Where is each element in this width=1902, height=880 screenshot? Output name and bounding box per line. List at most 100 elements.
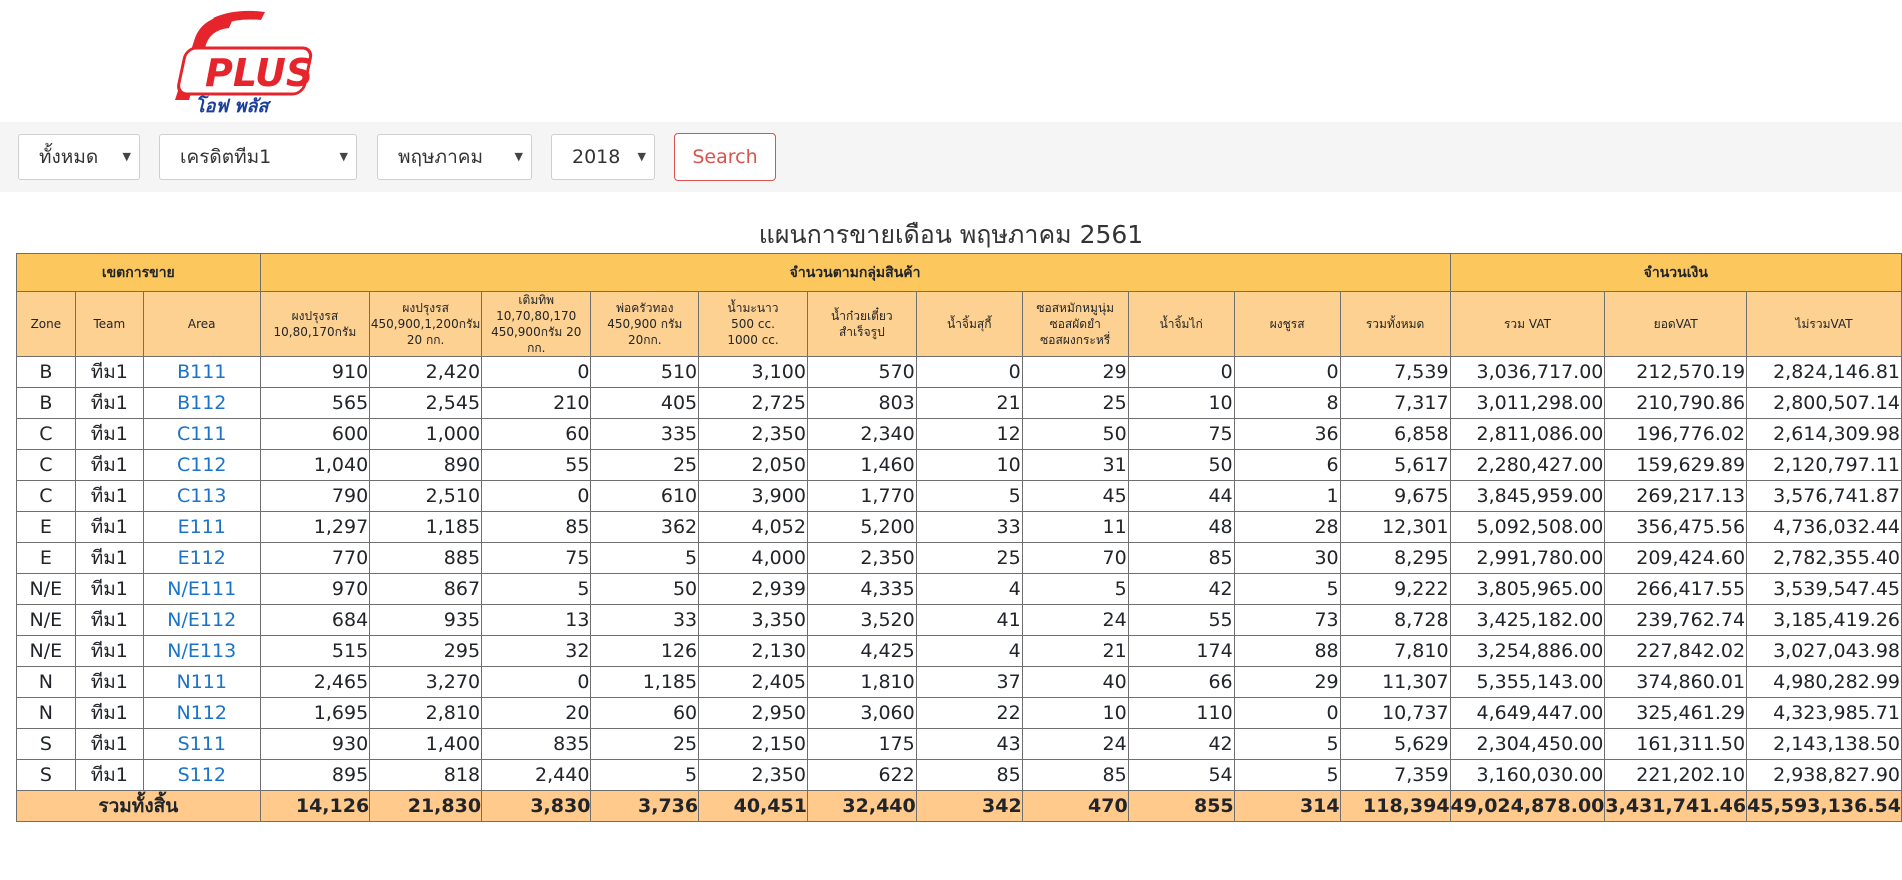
zone-cell: N bbox=[16, 666, 76, 698]
team-select[interactable]: เครดิตทีม1 ▼ bbox=[159, 134, 357, 180]
table-row: E ทีม1 E111 1,297 1,185 85 362 4,052 5,200 33 11 48… bbox=[16, 511, 1902, 543]
qty-cell: 0 bbox=[1127, 356, 1235, 388]
qty-cell: 29 bbox=[1233, 666, 1341, 698]
qty-cell: 4 bbox=[915, 573, 1023, 605]
qty-cell: 0 bbox=[1233, 697, 1341, 729]
qty-cell: 2,440 bbox=[481, 759, 592, 791]
qty-cell: 2,405 bbox=[698, 666, 808, 698]
header-line: เติมทิพ bbox=[518, 293, 555, 307]
amount-cell: 2,991,780.00 bbox=[1449, 542, 1606, 574]
qty-cell: 175 bbox=[806, 728, 917, 760]
zone-select[interactable]: ทั้งหมด ▼ bbox=[18, 134, 140, 180]
qty-cell: 50 bbox=[1127, 449, 1235, 481]
qty-cell: 1,185 bbox=[369, 511, 483, 543]
header-line: 10,70,80,170 bbox=[496, 309, 577, 323]
qty-cell: 3,350 bbox=[698, 604, 808, 636]
amount-cell: 2,120,797.11 bbox=[1746, 449, 1902, 481]
totals-label: รวมทั้งสิ้น bbox=[16, 790, 261, 822]
qty-cell: 5 bbox=[481, 573, 592, 605]
header-line: 20 กก. bbox=[406, 333, 445, 347]
team-cell: ทีม1 bbox=[74, 356, 144, 388]
area-link[interactable]: B112 bbox=[142, 387, 261, 419]
qty-cell: 2,725 bbox=[698, 387, 808, 419]
amount-cell: 196,776.02 bbox=[1604, 418, 1748, 450]
amount-cell: 2,824,146.81 bbox=[1746, 356, 1902, 388]
area-link[interactable]: N/E112 bbox=[142, 604, 261, 636]
area-link[interactable]: N/E113 bbox=[142, 635, 261, 667]
qty-cell: 3,060 bbox=[806, 697, 917, 729]
qty-cell: 2,810 bbox=[369, 697, 483, 729]
qty-cell: 803 bbox=[806, 387, 917, 419]
table-row: S ทีม1 S112 895 818 2,440 5 2,350 622 85 85 54 5 7,35… bbox=[16, 759, 1902, 791]
qty-cell: 362 bbox=[590, 511, 700, 543]
amount-cell: 4,980,282.99 bbox=[1746, 666, 1902, 698]
table-row: B ทีม1 B112 565 2,545 210 405 2,725 803 21 25 10 8 7,… bbox=[16, 387, 1902, 419]
sales-plan-table: เขตการขาย จำนวนตามกลุ่มสินค้า จำนวนเงิน … bbox=[16, 253, 1902, 822]
table-row: E ทีม1 E112 770 885 75 5 4,000 2,350 25 70 85 30 8,29… bbox=[16, 542, 1902, 574]
qty-cell: 405 bbox=[590, 387, 700, 419]
col-area: Area bbox=[142, 291, 261, 357]
area-link[interactable]: B111 bbox=[142, 356, 261, 388]
header-line: ซอสผัดยำ bbox=[1049, 317, 1101, 331]
amount-cell: 3,539,547.45 bbox=[1746, 573, 1902, 605]
amount-cell: 212,570.19 bbox=[1604, 356, 1748, 388]
table-row: S ทีม1 S111 930 1,400 835 25 2,150 175 43 24 42 5 5,6… bbox=[16, 728, 1902, 760]
group-header-row: เขตการขาย จำนวนตามกลุ่มสินค้า จำนวนเงิน bbox=[16, 253, 1902, 292]
qty-cell: 930 bbox=[259, 728, 371, 760]
search-button[interactable]: Search bbox=[674, 133, 776, 181]
col-product-2: ผงปรุงรส 450,900,1,200กรัม 20 กก. bbox=[369, 291, 483, 357]
area-link[interactable]: N/E111 bbox=[142, 573, 261, 605]
year-select[interactable]: 2018 ▼ bbox=[551, 134, 655, 180]
qty-cell: 41 bbox=[915, 604, 1023, 636]
month-select[interactable]: พฤษภาคม ▼ bbox=[377, 134, 532, 180]
qty-cell: 684 bbox=[259, 604, 371, 636]
amount-cell: 325,461.29 bbox=[1604, 697, 1748, 729]
amount-cell: 239,762.74 bbox=[1604, 604, 1748, 636]
amount-cell: 3,011,298.00 bbox=[1449, 387, 1606, 419]
qty-cell: 10,737 bbox=[1339, 697, 1451, 729]
qty-cell: 867 bbox=[369, 573, 483, 605]
team-select-value: เครดิตทีม1 bbox=[180, 146, 272, 168]
header-line: 1000 cc. bbox=[727, 333, 779, 347]
qty-cell: 7,810 bbox=[1339, 635, 1451, 667]
team-cell: ทีม1 bbox=[74, 387, 144, 419]
amount-cell: 3,027,043.98 bbox=[1746, 635, 1902, 667]
amount-cell: 3,254,886.00 bbox=[1449, 635, 1606, 667]
col-product-10: ผงชูรส bbox=[1233, 291, 1341, 357]
qty-cell: 11,307 bbox=[1339, 666, 1451, 698]
qty-cell: 110 bbox=[1127, 697, 1235, 729]
qty-cell: 25 bbox=[1021, 387, 1129, 419]
qty-cell: 2,130 bbox=[698, 635, 808, 667]
area-link[interactable]: S112 bbox=[142, 759, 261, 791]
chevron-down-icon: ▼ bbox=[637, 150, 646, 163]
team-cell: ทีม1 bbox=[74, 480, 144, 512]
header-line: 20กก. bbox=[627, 333, 662, 347]
qty-cell: 935 bbox=[369, 604, 483, 636]
area-link[interactable]: E111 bbox=[142, 511, 261, 543]
amount-cell: 4,649,447.00 bbox=[1449, 697, 1606, 729]
amount-cell: 374,860.01 bbox=[1604, 666, 1748, 698]
zone-cell: E bbox=[16, 511, 76, 543]
qty-cell: 25 bbox=[590, 449, 700, 481]
qty-cell: 21 bbox=[915, 387, 1023, 419]
qty-cell: 1,810 bbox=[806, 666, 917, 698]
qty-cell: 835 bbox=[481, 728, 592, 760]
qty-cell: 36 bbox=[1233, 418, 1341, 450]
area-link[interactable]: C111 bbox=[142, 418, 261, 450]
qty-cell: 42 bbox=[1127, 573, 1235, 605]
area-link[interactable]: N112 bbox=[142, 697, 261, 729]
area-link[interactable]: C112 bbox=[142, 449, 261, 481]
qty-cell: 5,617 bbox=[1339, 449, 1451, 481]
amount-cell: 4,736,032.44 bbox=[1746, 511, 1902, 543]
plus-logo-icon[interactable]: PLUS โอฟ พลัส bbox=[165, 8, 325, 114]
area-link[interactable]: S111 bbox=[142, 728, 261, 760]
area-link[interactable]: E112 bbox=[142, 542, 261, 574]
header-line: 10,80,170กรัม bbox=[273, 325, 357, 339]
area-link[interactable]: N111 bbox=[142, 666, 261, 698]
area-link[interactable]: C113 bbox=[142, 480, 261, 512]
table-row: N ทีม1 N111 2,465 3,270 0 1,185 2,405 1,810 37 40 6… bbox=[16, 666, 1902, 698]
qty-cell: 1,297 bbox=[259, 511, 371, 543]
amount-cell: 2,304,450.00 bbox=[1449, 728, 1606, 760]
qty-cell: 33 bbox=[590, 604, 700, 636]
qty-cell: 12 bbox=[915, 418, 1023, 450]
